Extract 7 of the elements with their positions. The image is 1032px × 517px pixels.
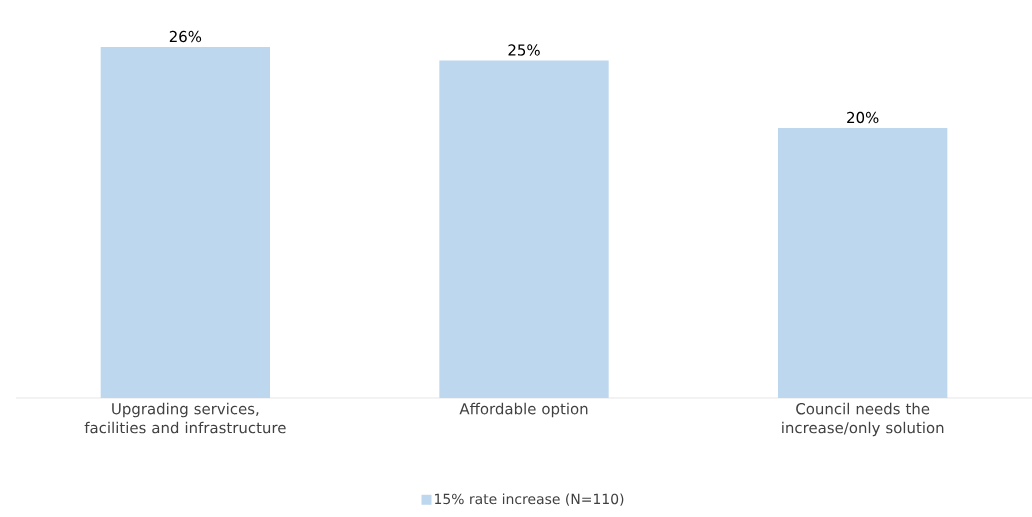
x-tick-label: Affordable option — [459, 402, 588, 418]
data-label: 25% — [508, 44, 540, 56]
x-tick-label: Upgrading services, facilities and infrastructure — [84, 402, 286, 434]
legend-label: 15% rate increase (N=110) — [435, 493, 624, 506]
data-label: 20% — [847, 111, 879, 124]
x-tick-label: Council needs the increase/only solution — [782, 402, 944, 437]
data-label: 26% — [169, 30, 202, 43]
